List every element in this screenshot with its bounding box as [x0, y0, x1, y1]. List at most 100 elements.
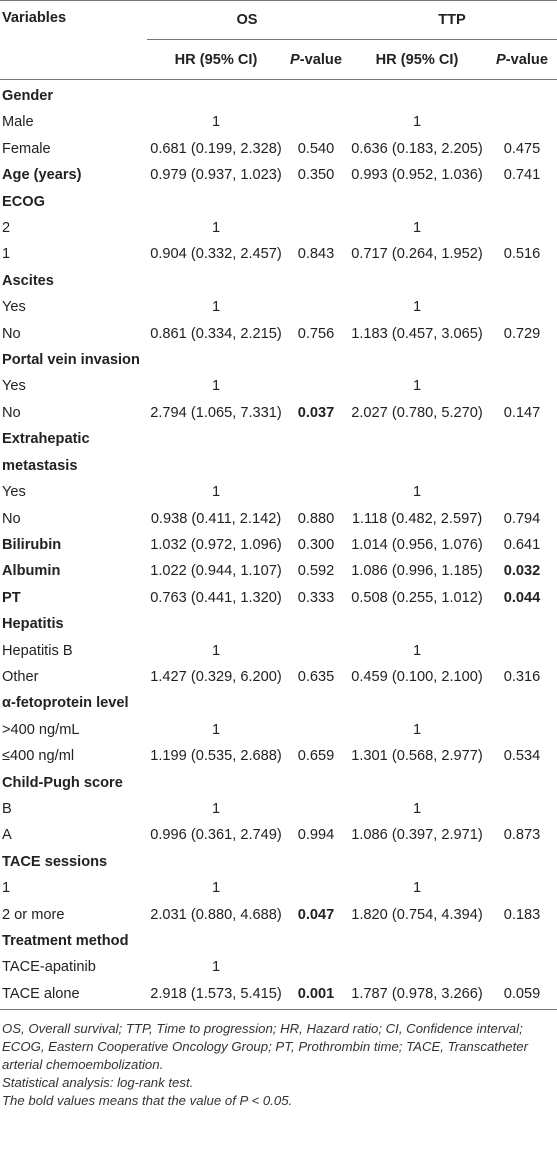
- table-cell: 1: [347, 796, 487, 822]
- table-cell: Bilirubin: [0, 532, 147, 558]
- variable-label: Other: [2, 668, 39, 685]
- variable-label: Extrahepatic metastasis: [2, 431, 90, 474]
- table-cell: 0.459 (0.100, 2.100): [347, 664, 487, 690]
- table-cell: Gender: [0, 80, 147, 110]
- variable-label: >400 ng/mL: [2, 721, 80, 738]
- variable-label: ECOG: [2, 193, 45, 210]
- table-cell: 0.993 (0.952, 1.036): [347, 162, 487, 188]
- table-cell: [147, 928, 285, 954]
- table-cell: 1: [147, 109, 285, 135]
- table-cell: [487, 426, 557, 479]
- subheader-cell: HR (95% CI): [147, 39, 285, 80]
- table-row: >400 ng/mL 1 1: [0, 717, 557, 743]
- cell-value: 0.001: [297, 985, 335, 1002]
- table-cell: 2.794 (1.065, 7.331): [147, 400, 285, 426]
- table-cell: 1: [147, 954, 285, 980]
- table-row: Yes 1 1: [0, 294, 557, 320]
- variable-label: Child-Pugh score: [2, 774, 123, 791]
- table-cell: 0.794: [487, 506, 557, 532]
- table-cell: 0.047: [285, 902, 347, 928]
- table-body: Gender Male 1 1 Female 0.681 (0.199, 2.328) 0.…: [0, 80, 557, 1011]
- cell-value: 1.301 (0.568, 2.977): [351, 748, 483, 765]
- table-cell: [487, 849, 557, 875]
- table-cell: TACE sessions: [0, 849, 147, 875]
- table-row: α-fetoprotein level: [0, 690, 557, 716]
- cell-value: 0.763 (0.441, 1.320): [150, 589, 282, 606]
- table-cell: 1: [147, 479, 285, 505]
- table-row: Other 1.427 (0.329, 6.200) 0.635 0.459 (0.1…: [0, 664, 557, 690]
- cell-value: 1: [211, 299, 221, 316]
- footnotes: OS, Overall survival; TTP, Time to progr…: [0, 1010, 557, 1110]
- table-cell: [487, 611, 557, 637]
- cell-value: 0.636 (0.183, 2.205): [351, 140, 483, 157]
- table-cell: 0.183: [487, 902, 557, 928]
- table-cell: 1: [147, 294, 285, 320]
- table-cell: Ascites: [0, 268, 147, 294]
- cell-value: 0.350: [297, 167, 335, 184]
- table-cell: 1: [147, 215, 285, 241]
- cell-value: 0.938 (0.411, 2.142): [150, 510, 282, 527]
- table-cell: 0.843: [285, 241, 347, 267]
- variable-label: ≤400 ng/ml: [2, 748, 75, 765]
- table-cell: No: [0, 321, 147, 347]
- table-cell: [347, 690, 487, 716]
- table-row: Hepatitis B 1 1: [0, 638, 557, 664]
- table-cell: [347, 954, 487, 980]
- table-cell: 1: [0, 875, 147, 901]
- table-cell: [285, 928, 347, 954]
- variable-label: Albumin: [2, 563, 61, 580]
- variable-label: α-fetoprotein level: [2, 695, 129, 712]
- table-row: ECOG: [0, 189, 557, 215]
- variable-label: Hepatitis: [2, 616, 64, 633]
- cell-value: 1.118 (0.482, 2.597): [351, 510, 483, 527]
- table-row: A 0.996 (0.361, 2.749) 0.994 1.086 (0.397, …: [0, 822, 557, 848]
- table-cell: 1.086 (0.996, 1.185): [347, 558, 487, 584]
- table-cell: 0.147: [487, 400, 557, 426]
- table-cell: 1: [347, 875, 487, 901]
- variable-label: Ascites: [2, 272, 54, 289]
- table-cell: 0.763 (0.441, 1.320): [147, 585, 285, 611]
- table-cell: 0.861 (0.334, 2.215): [147, 321, 285, 347]
- table-cell: [285, 954, 347, 980]
- cell-value: 1: [211, 800, 221, 817]
- header-row: HR (95% CI) P-value HR (95% CI) P-value: [0, 39, 557, 80]
- cell-value: 0.641: [503, 536, 541, 553]
- cell-value: 0.059: [503, 985, 541, 1002]
- cell-value: 0.540: [297, 140, 335, 157]
- table-cell: [285, 770, 347, 796]
- table-row: Yes 1 1: [0, 479, 557, 505]
- table-cell: 1: [147, 373, 285, 399]
- table-cell: Albumin: [0, 558, 147, 584]
- table-cell: 1.301 (0.568, 2.977): [347, 743, 487, 769]
- cell-value: 1: [211, 484, 221, 501]
- cell-value: 0.635: [297, 668, 335, 685]
- table-row: Child-Pugh score: [0, 770, 557, 796]
- table-cell: 1: [347, 373, 487, 399]
- table-cell: 2.918 (1.573, 5.415): [147, 980, 285, 1011]
- cell-value: 1.427 (0.329, 6.200): [150, 668, 282, 685]
- variable-label: Age (years): [2, 167, 82, 184]
- cell-value: 1: [211, 378, 221, 395]
- table-cell: 0.873: [487, 822, 557, 848]
- variable-label: A: [2, 827, 12, 844]
- cell-value: 1: [211, 959, 221, 976]
- table-cell: [487, 875, 557, 901]
- cell-value: 1.086 (0.397, 2.971): [351, 827, 483, 844]
- table-cell: 2.027 (0.780, 5.270): [347, 400, 487, 426]
- table-cell: [487, 479, 557, 505]
- cell-value: 0.904 (0.332, 2.457): [150, 246, 282, 263]
- table-cell: [487, 770, 557, 796]
- table-row: Bilirubin 1.032 (0.972, 1.096) 0.300 1.014 …: [0, 532, 557, 558]
- table-cell: 2: [0, 215, 147, 241]
- table-row: No 0.938 (0.411, 2.142) 0.880 1.118 (0.482,…: [0, 506, 557, 532]
- variable-label: Yes: [2, 378, 26, 395]
- table-cell: 0.880: [285, 506, 347, 532]
- table-cell: 0.904 (0.332, 2.457): [147, 241, 285, 267]
- cell-value: 1.199 (0.535, 2.688): [150, 748, 282, 765]
- table-cell: [285, 611, 347, 637]
- variable-label: No: [2, 510, 21, 527]
- table-row: Gender: [0, 80, 557, 110]
- table-cell: 0.044: [487, 585, 557, 611]
- variable-label: 1: [2, 246, 11, 263]
- variable-label: TACE sessions: [2, 853, 108, 870]
